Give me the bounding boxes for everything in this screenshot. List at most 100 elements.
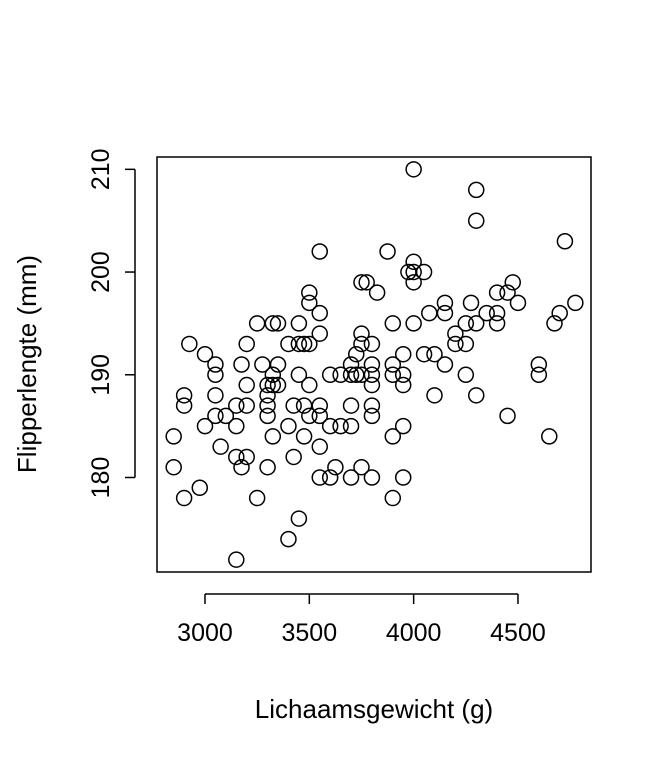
data-point <box>384 366 402 384</box>
data-point <box>394 469 412 486</box>
data-point <box>384 356 402 373</box>
data-point <box>165 458 182 476</box>
data-point <box>353 366 370 384</box>
data-point <box>259 458 276 476</box>
data-point <box>363 335 381 353</box>
data-point <box>259 407 276 425</box>
data-point <box>301 376 318 394</box>
data-point <box>301 294 318 312</box>
data-point <box>363 356 381 373</box>
data-point <box>567 294 584 312</box>
data-point <box>363 407 381 425</box>
data-point <box>379 243 396 260</box>
data-point <box>394 366 412 384</box>
data-point <box>342 417 360 435</box>
data-point <box>238 397 255 414</box>
data-point <box>415 263 433 281</box>
data-point <box>384 315 402 332</box>
x-tick-label: 3500 <box>282 619 338 647</box>
data-point <box>488 315 506 332</box>
data-point <box>238 335 255 353</box>
y-axis-title: Flipperlengte (mm) <box>12 255 42 473</box>
data-point <box>499 284 516 301</box>
plot-box <box>156 156 592 573</box>
data-point <box>285 397 302 414</box>
data-point <box>363 376 381 394</box>
data-point <box>207 356 224 373</box>
data-point <box>447 335 464 353</box>
y-tick-label: 210 <box>87 148 115 190</box>
data-point <box>264 376 282 394</box>
data-point <box>342 366 360 384</box>
data-point <box>394 376 412 394</box>
data-point <box>311 397 328 414</box>
data-point <box>467 387 485 404</box>
data-point <box>311 243 328 260</box>
data-point <box>175 489 193 507</box>
data-point <box>541 428 558 445</box>
data-point <box>175 397 193 414</box>
data-point <box>321 366 339 384</box>
data-point <box>421 304 438 322</box>
data-point <box>196 345 214 363</box>
data-point <box>290 315 308 332</box>
data-point <box>353 325 370 342</box>
y-tick-label: 180 <box>87 457 115 499</box>
data-point <box>467 181 485 199</box>
data-point <box>353 335 370 353</box>
data-point <box>467 315 485 332</box>
data-point <box>295 335 313 353</box>
data-point <box>269 356 287 373</box>
data-point <box>488 284 506 301</box>
data-point <box>426 387 443 404</box>
data-point <box>546 315 563 332</box>
data-point <box>295 428 313 445</box>
data-point <box>467 212 485 229</box>
data-point <box>311 469 328 486</box>
data-point <box>165 428 182 445</box>
data-points <box>165 161 584 568</box>
data-point <box>415 345 433 363</box>
data-point <box>264 366 282 384</box>
data-point <box>504 274 522 291</box>
y-tick-label: 200 <box>87 251 115 293</box>
data-point <box>311 325 328 342</box>
data-point <box>436 356 454 373</box>
data-point <box>280 417 297 435</box>
data-point <box>259 387 276 404</box>
data-point <box>436 294 454 312</box>
data-point <box>228 448 245 466</box>
data-point <box>405 161 422 178</box>
data-point <box>191 479 209 497</box>
data-point <box>457 315 475 332</box>
data-point <box>259 376 276 394</box>
data-point <box>363 469 381 486</box>
data-point <box>311 407 328 425</box>
data-point <box>207 407 224 425</box>
data-point <box>228 397 245 414</box>
data-point <box>248 489 266 507</box>
data-point <box>353 274 370 291</box>
data-point <box>228 417 245 435</box>
data-point <box>457 335 475 353</box>
data-point <box>228 551 245 568</box>
data-point <box>212 438 229 455</box>
data-point <box>405 274 422 291</box>
data-point <box>405 315 422 332</box>
data-point <box>196 417 214 435</box>
data-point <box>290 366 308 384</box>
data-point <box>462 294 480 312</box>
data-point <box>363 397 381 414</box>
data-point <box>405 263 422 281</box>
data-point <box>269 376 287 394</box>
data-point <box>426 345 443 363</box>
data-point <box>384 428 402 445</box>
data-point <box>181 335 198 353</box>
data-point <box>436 304 454 322</box>
x-tick-label: 4500 <box>490 619 546 647</box>
data-point <box>478 304 495 322</box>
data-point <box>233 458 250 476</box>
y-axis: 180 190 200 210 <box>87 148 136 499</box>
data-point <box>348 345 365 363</box>
data-point <box>530 366 548 384</box>
